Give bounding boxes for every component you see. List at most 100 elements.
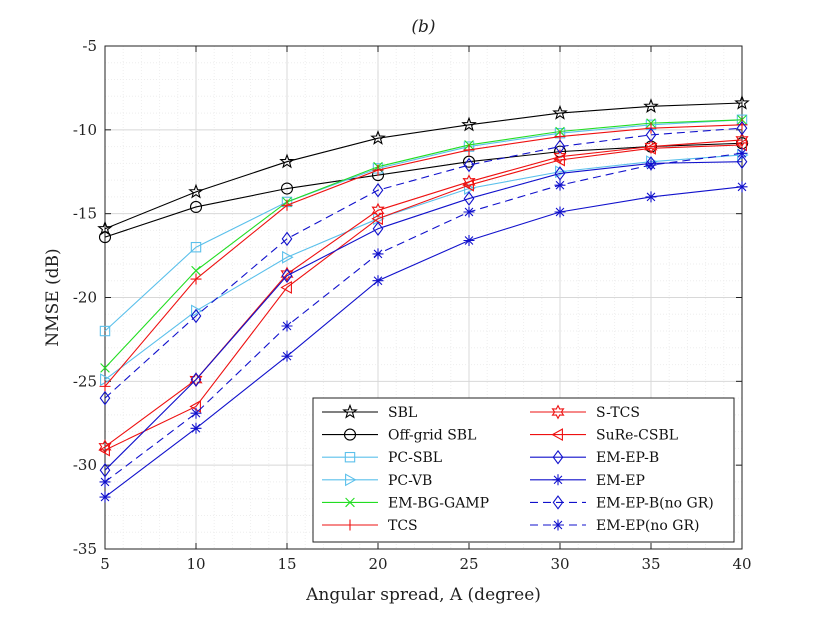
series-line-em-bg-gamp (104, 119, 743, 369)
legend-marker (551, 428, 563, 442)
data-point-pc-vb (555, 165, 567, 179)
series-em-bg-gamp (100, 114, 747, 373)
y-tick-label: -35 (73, 540, 97, 558)
legend-item-em-ep-no-gr: EM-EP(no GR) (530, 518, 699, 534)
data-point-off-grid-sbl (98, 231, 112, 244)
legend-label: EM-EP(no GR) (596, 518, 699, 534)
data-point-em-ep-b-no-gr (645, 127, 657, 143)
data-point-em-ep-no-gr (736, 147, 748, 159)
data-point-sbl (643, 98, 659, 113)
data-point-em-ep (372, 275, 384, 287)
data-point-em-bg-gamp (100, 363, 110, 373)
x-tick-label: 25 (459, 555, 478, 573)
series-line-sure-csbl (104, 144, 743, 451)
legend-marker (344, 451, 356, 463)
x-tick-label: 20 (368, 555, 387, 573)
data-point-sbl (370, 130, 386, 145)
data-point-em-ep-no-gr (372, 248, 384, 260)
series-line-em-ep-b-no-gr (104, 127, 743, 399)
data-point-s-tcs (735, 132, 749, 148)
data-point-em-ep (281, 350, 293, 362)
data-point-em-ep-b (463, 191, 475, 206)
legend-item-sure-csbl: SuRe-CSBL (530, 428, 678, 444)
data-point-em-ep-b-no-gr (736, 120, 748, 136)
data-point-sure-csbl (98, 443, 110, 457)
series-layer (97, 94, 750, 503)
data-point-sure-csbl (462, 178, 474, 192)
data-point-off-grid-sbl (462, 155, 476, 168)
data-point-sbl (188, 183, 204, 199)
chart-title: (b) (411, 17, 435, 37)
series-line-pc-vb (104, 154, 743, 381)
data-point-sbl (461, 116, 477, 132)
axis-ticks: 5 10 15 20 25 30 35 40 -35 -30 -25 -20 -15 -10 -5 (73, 37, 752, 573)
data-point-off-grid-sbl (189, 200, 203, 214)
legend-label: PC-VB (388, 473, 432, 489)
legend-label: PC-SBL (388, 450, 442, 466)
legend-item-em-ep-b: EM-EP-B (530, 449, 659, 466)
legend-marker (343, 428, 357, 441)
legend-marker (552, 519, 564, 531)
data-point-s-tcs (371, 202, 385, 218)
data-point-pc-vb (191, 304, 203, 318)
data-point-tcs (281, 199, 293, 211)
legend-label: S-TCS (596, 405, 640, 421)
data-point-off-grid-sbl (280, 182, 294, 195)
data-point-em-ep-no-gr (463, 206, 475, 218)
x-tick-label: 10 (186, 555, 205, 573)
data-point-sure-csbl (371, 212, 383, 226)
data-point-em-ep-b (281, 268, 293, 283)
data-point-sbl (734, 94, 750, 110)
legend-item-off-grid-sbl: Off-grid SBL (322, 428, 476, 444)
data-point-em-ep-b-no-gr (99, 390, 111, 406)
data-point-em-ep (190, 422, 202, 434)
legend-label: TCS (388, 518, 418, 534)
legend-marker (344, 519, 356, 531)
data-point-sbl (279, 153, 295, 169)
legend-item-em-bg-gamp: EM-BG-GAMP (322, 495, 489, 511)
data-point-em-ep (463, 234, 475, 246)
data-point-em-ep (99, 491, 111, 503)
legend-marker (342, 403, 358, 419)
legend-marker (552, 495, 564, 510)
legend-item-em-ep-b-no-gr: EM-EP-B(no GR) (530, 495, 714, 511)
data-point-em-bg-gamp (191, 265, 201, 276)
legend-item-sbl: SBL (322, 403, 417, 421)
series-line-off-grid-sbl (104, 142, 743, 238)
data-point-em-ep (736, 181, 748, 193)
data-point-em-ep-b (736, 154, 748, 169)
data-point-pc-sbl (190, 241, 202, 253)
series-line-em-ep-b (104, 161, 743, 471)
data-point-pc-vb (282, 250, 294, 264)
legend-marker (552, 474, 564, 486)
data-point-em-ep-b (190, 372, 202, 387)
data-point-em-ep-no-gr (281, 320, 293, 332)
x-tick-label: 15 (277, 555, 296, 573)
data-point-pc-vb (464, 182, 476, 195)
data-point-tcs (190, 273, 202, 285)
data-point-em-ep-b-no-gr (463, 157, 475, 173)
series-line-sbl (104, 102, 743, 230)
legend-label: EM-BG-GAMP (388, 495, 489, 511)
data-point-em-ep-no-gr (99, 476, 111, 488)
data-point-em-ep-b-no-gr (190, 308, 202, 324)
series-tcs (99, 119, 748, 392)
x-tick-label: 30 (550, 555, 569, 573)
data-point-sbl (552, 104, 568, 120)
data-point-em-ep-b-no-gr (554, 139, 566, 154)
legend-label: EM-EP (596, 473, 645, 489)
legend-item-em-ep: EM-EP (530, 473, 645, 489)
data-point-s-tcs (644, 139, 658, 155)
legend-marker (345, 497, 355, 508)
data-point-tcs (99, 380, 111, 392)
legend-item-tcs: TCS (322, 518, 418, 534)
series-line-em-ep-no-gr (104, 152, 743, 483)
y-tick-label: -5 (82, 37, 97, 55)
series-line-tcs (104, 124, 743, 387)
series-off-grid-sbl (98, 137, 749, 244)
data-point-tcs (372, 164, 384, 176)
y-tick-label: -15 (73, 205, 97, 223)
legend-item-s-tcs: S-TCS (530, 404, 640, 421)
data-point-em-ep-no-gr (645, 159, 657, 171)
